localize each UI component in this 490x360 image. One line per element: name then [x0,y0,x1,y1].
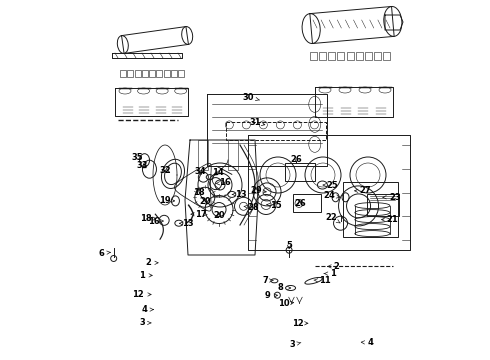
Bar [127,70,133,77]
Text: 1: 1 [139,271,152,280]
Text: 32: 32 [160,166,172,175]
Text: 17: 17 [191,210,207,219]
Text: 10: 10 [278,299,294,308]
Text: 25: 25 [323,180,338,189]
Text: 3: 3 [290,340,301,349]
Bar [164,70,170,77]
Text: 15: 15 [267,201,282,210]
Bar [228,140,238,170]
Text: 18: 18 [193,188,204,197]
Text: 22: 22 [325,213,340,223]
Text: 7: 7 [262,276,273,285]
Bar [171,70,177,77]
Text: 1: 1 [324,269,336,278]
Text: 16: 16 [216,178,230,187]
Text: 12: 12 [132,290,151,299]
Text: 13: 13 [179,219,194,228]
Bar [365,52,372,60]
Text: 9: 9 [265,291,277,300]
Bar [328,52,335,60]
Bar [134,70,141,77]
Text: 19: 19 [159,197,174,205]
Text: 16: 16 [148,216,163,225]
Text: 2: 2 [146,258,158,267]
Text: 6: 6 [99,248,110,258]
Bar [310,52,317,60]
Text: 35: 35 [131,153,143,162]
Text: 20: 20 [213,211,225,220]
Text: 5: 5 [286,241,292,250]
Bar [346,52,353,60]
Text: 27: 27 [355,186,371,195]
Text: 30: 30 [243,93,260,102]
Bar [383,52,390,60]
Text: 31: 31 [249,118,265,127]
Text: 4: 4 [142,305,153,314]
Text: 26: 26 [291,156,302,164]
Bar [343,182,398,237]
Text: 3: 3 [139,319,151,328]
Text: 28: 28 [244,203,259,212]
Text: 11: 11 [314,276,331,285]
Bar [367,194,398,216]
Text: 26: 26 [294,198,306,207]
Text: 34: 34 [194,167,206,176]
Bar [198,140,208,170]
Text: 18: 18 [140,214,156,223]
Text: 14: 14 [212,168,224,177]
Text: 21: 21 [382,215,398,224]
Text: 13: 13 [232,190,247,199]
Bar [285,163,315,181]
Bar [149,70,155,77]
Text: 12: 12 [292,319,308,328]
Bar [374,52,381,60]
Text: 29: 29 [250,186,266,195]
Text: 24: 24 [323,191,340,199]
Bar [356,52,363,60]
Text: 33: 33 [136,161,148,171]
Text: 4: 4 [361,338,373,347]
Bar [338,52,344,60]
Text: 8: 8 [278,284,291,292]
Bar [226,122,326,140]
Text: 23: 23 [383,193,401,202]
Bar [142,70,148,77]
Text: 2: 2 [328,262,339,271]
Bar [319,52,326,60]
Text: 20: 20 [199,197,211,206]
Bar [120,70,126,77]
Bar [156,70,162,77]
Bar [293,194,321,212]
Bar [178,70,184,77]
